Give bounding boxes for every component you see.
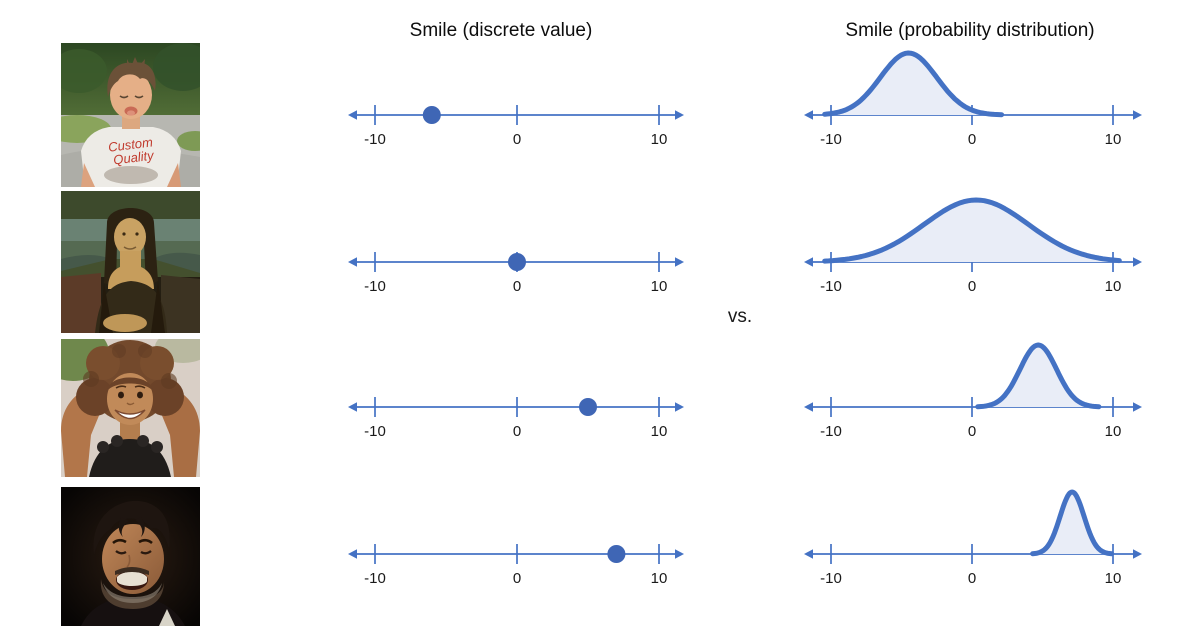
discrete-value-dot [579,398,597,416]
discrete-value-dot [508,253,526,271]
discrete-value-dot [607,545,626,563]
axis-arrow-left-icon [348,257,357,267]
distribution-fill [824,200,1120,262]
tick-label: -10 [364,423,386,440]
photo-smiling-girl [61,339,200,477]
laughing-man-illustration [61,487,200,626]
distribution-plot-smiling-girl: -10 0 10 [804,342,1142,440]
axis-arrow-right-icon [675,549,684,559]
distribution-plot-frowning-boy: -10 0 10 [804,50,1142,148]
tick-label: 0 [968,570,976,587]
axis-arrow-right-icon [675,257,684,267]
tick-label: 10 [1105,570,1122,587]
tick-label: 10 [1105,131,1122,148]
tick-label: 0 [968,423,976,440]
tick-label: -10 [820,131,842,148]
tick-label: 10 [1105,278,1122,295]
distribution-fill [824,53,1002,115]
tick-label: 0 [513,570,521,587]
axis-arrow-left-icon [348,402,357,412]
tick-label: -10 [820,570,842,587]
tick-label: 0 [513,131,521,148]
tick-label: 10 [651,278,668,295]
number-line-mona-lisa: -10 0 10 [348,252,684,295]
axis-arrow-left-icon [804,402,813,412]
frowning-boy-illustration: Custom Quality [61,43,200,187]
distribution-fill [1032,492,1112,554]
axis-arrow-right-icon [1133,110,1142,120]
shirt-text-line1: Custom [107,134,153,154]
axis-arrow-left-icon [804,257,813,267]
distribution-plot-mona-lisa: -10 0 10 [804,197,1142,295]
distribution-curve [975,342,1102,410]
distribution-curve [822,197,1122,264]
number-line-smiling-girl: -10 0 10 [348,397,684,440]
vs-label: vs. [727,306,753,327]
tick-label: 10 [651,131,668,148]
tick-label: -10 [820,278,842,295]
tick-label: -10 [820,423,842,440]
smiling-girl-illustration [61,339,200,477]
photo-frowning-boy: Custom Quality [61,43,200,187]
tick-label: -10 [364,278,386,295]
axis-arrow-left-icon [348,110,357,120]
distribution-fill [977,345,1099,407]
axis-arrow-right-icon [1133,257,1142,267]
tick-label: 10 [651,570,668,587]
discrete-value-dot [422,106,441,124]
tick-label: 0 [968,278,976,295]
tick-label: 0 [513,278,521,295]
distribution-column-title: Smile (probability distribution) [845,20,1095,41]
axis-arrow-left-icon [804,110,813,120]
tick-label: 10 [651,423,668,440]
mona-lisa-illustration [61,191,200,333]
tick-label: 10 [1105,423,1122,440]
axis-arrow-right-icon [675,110,684,120]
distribution-curve [1030,489,1115,557]
number-line-frowning-boy: -10 0 10 [348,105,684,148]
axis-arrow-right-icon [675,402,684,412]
shirt-text-line2: Quality [112,147,155,167]
axis-arrow-left-icon [348,549,357,559]
tick-label: 0 [968,131,976,148]
distribution-curve [822,50,1005,118]
axis-arrow-right-icon [1133,549,1142,559]
photo-mona-lisa [61,191,200,333]
tick-label: -10 [364,131,386,148]
axis-arrow-right-icon [1133,402,1142,412]
axis-arrow-left-icon [804,549,813,559]
tick-label: 0 [513,423,521,440]
number-line-laughing-man: -10 0 10 [348,544,684,587]
discrete-column-title: Smile (discrete value) [409,20,593,41]
tick-label: -10 [364,570,386,587]
distribution-plot-laughing-man: -10 0 10 [804,489,1142,587]
photo-laughing-man [61,487,200,626]
